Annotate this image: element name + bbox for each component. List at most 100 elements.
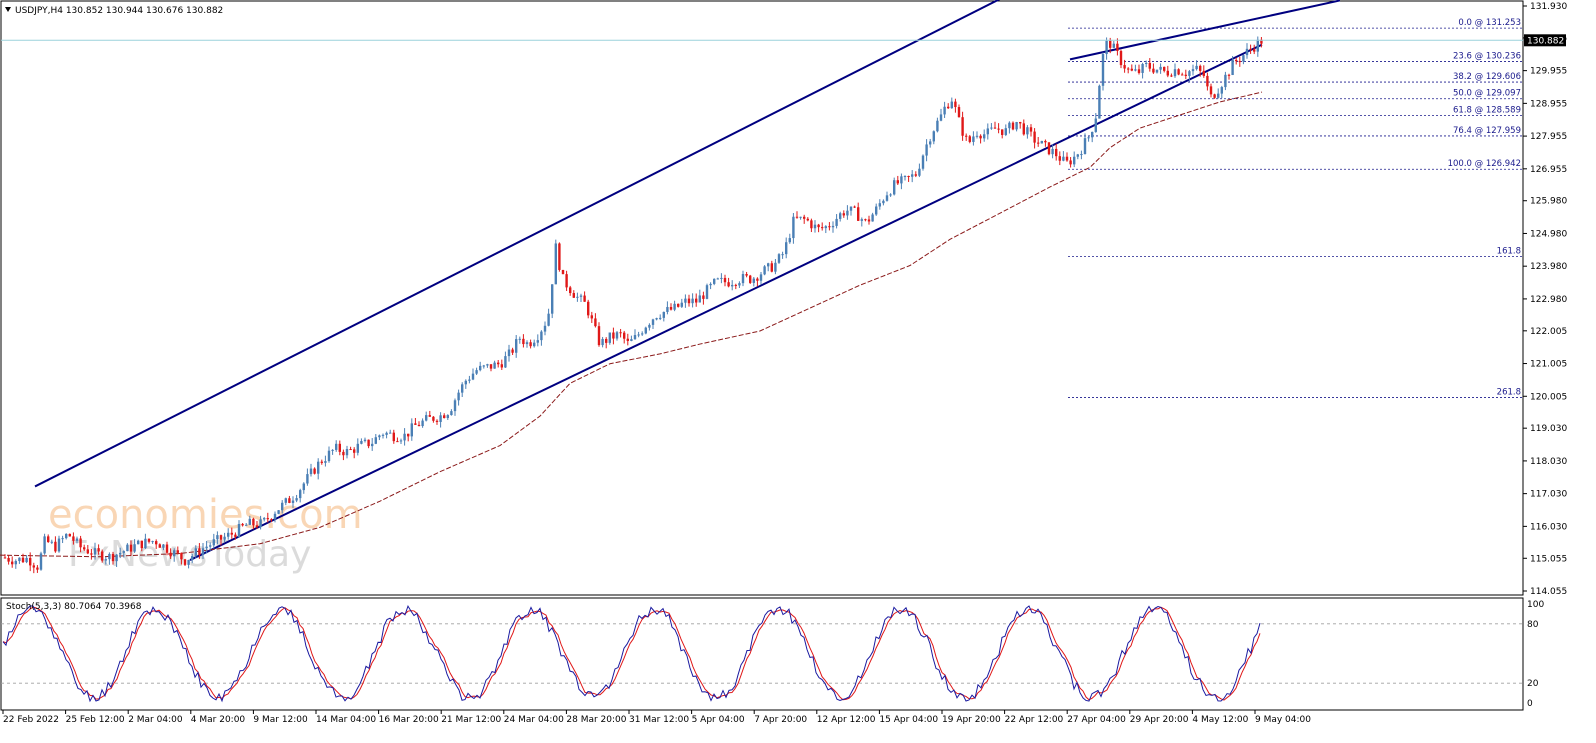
candle-body bbox=[1112, 43, 1115, 48]
main-plot-frame bbox=[0, 0, 1524, 596]
channel-line bbox=[189, 43, 1263, 561]
candle-body bbox=[1073, 156, 1076, 165]
candle-body bbox=[929, 141, 932, 145]
candle-body bbox=[255, 525, 259, 528]
candle-body bbox=[299, 490, 302, 499]
candle-body bbox=[813, 224, 817, 229]
candle-body bbox=[457, 392, 460, 401]
candle-body bbox=[313, 468, 316, 474]
candle-body bbox=[1249, 48, 1252, 50]
time-tick-label: 7 Apr 20:00 bbox=[754, 715, 807, 725]
candle-body bbox=[968, 136, 971, 142]
candle-body bbox=[1238, 61, 1241, 63]
candle-body bbox=[1033, 131, 1036, 143]
candle-body bbox=[421, 420, 424, 427]
candle-body bbox=[324, 461, 327, 463]
time-tick-label: 9 May 04:00 bbox=[1255, 715, 1311, 725]
candle-body bbox=[1220, 87, 1223, 94]
price-tick-label: 120.005 bbox=[1530, 392, 1567, 402]
fib-label: 76.4 @ 127.959 bbox=[1453, 126, 1521, 136]
candle-body bbox=[54, 541, 57, 552]
candle-body bbox=[111, 553, 115, 562]
candle-body bbox=[1177, 69, 1180, 75]
candle-body bbox=[446, 415, 449, 419]
candle-body bbox=[536, 340, 539, 343]
candle-body bbox=[399, 440, 403, 442]
candle-body bbox=[626, 338, 629, 341]
candle-body bbox=[590, 315, 593, 319]
candle-body bbox=[381, 434, 385, 436]
candle-body bbox=[648, 324, 651, 328]
candle-body bbox=[1141, 64, 1144, 73]
time-tick-label: 9 Mar 12:00 bbox=[253, 715, 308, 725]
candle-body bbox=[101, 551, 104, 561]
candle-body bbox=[709, 283, 712, 286]
candle-body bbox=[1217, 93, 1220, 98]
candle-body bbox=[36, 567, 39, 570]
candle-body bbox=[1191, 69, 1195, 72]
candle-body bbox=[594, 318, 597, 327]
time-tick-label: 28 Mar 20:00 bbox=[566, 715, 626, 725]
candle-body bbox=[1130, 68, 1133, 71]
candle-body bbox=[61, 538, 64, 540]
candle-body bbox=[367, 439, 370, 447]
current-price-label: 130.882 bbox=[1527, 36, 1564, 46]
candle-body bbox=[979, 135, 982, 139]
candle-body bbox=[378, 435, 381, 438]
candle-body bbox=[32, 565, 35, 568]
candle-body bbox=[320, 461, 323, 463]
candle-body bbox=[1119, 51, 1123, 66]
candle-body bbox=[713, 278, 716, 284]
candle-body bbox=[882, 200, 885, 204]
candle-body bbox=[151, 541, 154, 543]
candle-body bbox=[1004, 128, 1007, 135]
candle-body bbox=[569, 287, 572, 294]
price-tick-label: 131.930 bbox=[1530, 2, 1567, 12]
candle-body bbox=[1062, 156, 1065, 161]
candle-body bbox=[281, 502, 284, 511]
candle-body bbox=[695, 298, 698, 303]
price-tick-label: 129.955 bbox=[1530, 67, 1567, 77]
candle-body bbox=[1094, 118, 1097, 132]
candle-body bbox=[867, 219, 871, 222]
time-tick-label: 2 Mar 04:00 bbox=[128, 715, 183, 725]
candle-body bbox=[698, 295, 701, 303]
candle-body bbox=[1037, 142, 1040, 144]
candle-body bbox=[990, 127, 993, 129]
candle-body bbox=[821, 227, 824, 229]
candle-body bbox=[587, 301, 590, 316]
candle-body bbox=[608, 332, 611, 343]
stoch-signal-line bbox=[2, 606, 1261, 701]
candle-body bbox=[295, 498, 298, 501]
candle-body bbox=[1098, 85, 1101, 119]
candle-body bbox=[547, 313, 550, 326]
time-tick-label: 22 Feb 2022 bbox=[3, 715, 59, 725]
candle-body bbox=[119, 552, 122, 555]
candle-body bbox=[986, 128, 989, 135]
candle-body bbox=[1011, 122, 1015, 130]
candle-body bbox=[1026, 127, 1029, 135]
candle-body bbox=[1091, 131, 1094, 138]
candle-body bbox=[57, 538, 61, 552]
candle-body bbox=[1224, 74, 1227, 88]
time-tick-label: 29 Apr 20:00 bbox=[1130, 715, 1189, 725]
candle-body bbox=[767, 263, 770, 267]
candle-body bbox=[493, 362, 496, 369]
candle-body bbox=[1137, 69, 1141, 73]
candle-body bbox=[1047, 142, 1051, 155]
candle-body bbox=[540, 331, 543, 341]
candle-body bbox=[1195, 65, 1198, 70]
candle-body bbox=[677, 303, 680, 307]
candle-body bbox=[97, 548, 100, 552]
stoch-tick-label: 0 bbox=[1527, 699, 1533, 709]
candle-body bbox=[227, 532, 230, 537]
dropdown-triangle-icon[interactable] bbox=[5, 7, 11, 12]
candle-body bbox=[345, 449, 349, 456]
candle-body bbox=[252, 518, 255, 526]
candle-body bbox=[1019, 122, 1022, 124]
candle-body bbox=[176, 550, 179, 553]
candle-body bbox=[471, 373, 475, 380]
candle-body bbox=[878, 203, 881, 207]
candle-body bbox=[65, 533, 68, 539]
